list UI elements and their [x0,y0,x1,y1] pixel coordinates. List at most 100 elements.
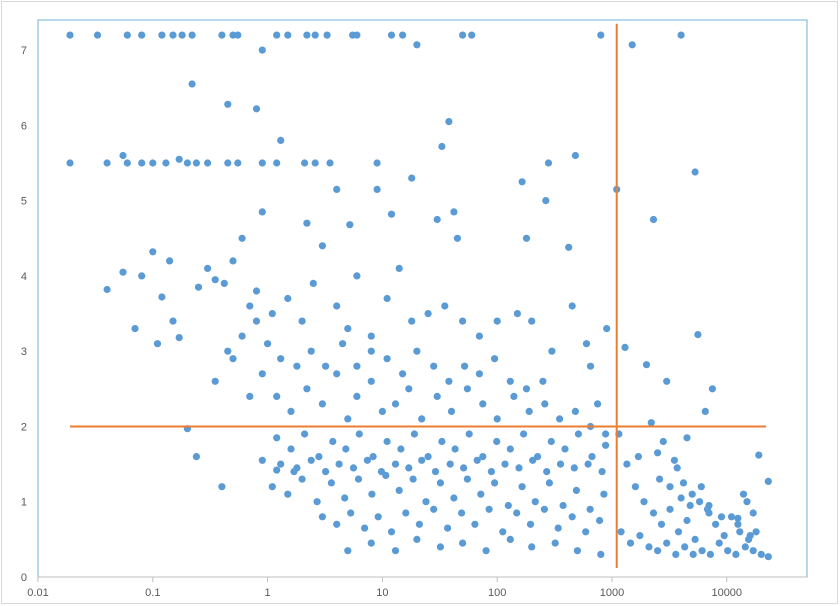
data-point [335,460,343,468]
data-point [743,498,751,506]
data-point [391,460,400,468]
data-point [531,498,539,506]
data-point [422,498,430,506]
data-point [333,185,341,193]
data-point [246,392,254,400]
data-point [313,498,321,506]
data-point [654,449,662,457]
data-point [413,41,421,49]
data-point [446,460,454,468]
data-point [712,520,720,528]
data-point [666,505,674,513]
data-point [724,547,732,555]
data-point [175,334,183,342]
data-point [399,31,407,39]
data-point [298,317,306,325]
data-point [367,377,375,385]
data-point [727,513,736,521]
data-point [318,400,326,408]
data-point [746,532,754,540]
data-point [683,516,691,525]
data-point [499,528,507,536]
data-point [479,400,487,408]
data-point [518,178,526,186]
data-point [287,407,295,415]
data-point [649,215,658,224]
data-point [229,257,237,265]
data-point [673,464,681,472]
data-point [621,343,629,351]
data-point [322,468,330,476]
data-point [119,268,127,276]
data-point [453,234,461,242]
data-point [628,41,636,49]
data-point [542,197,550,205]
data-point [520,430,528,438]
data-point [568,302,576,310]
data-point [518,483,526,491]
data-point [258,46,266,54]
data-point [525,407,533,415]
data-point [739,490,748,498]
data-point [522,385,531,393]
data-point [363,456,371,464]
data-point [433,215,441,224]
data-point [153,340,162,348]
data-point [418,456,426,464]
data-point [438,142,446,151]
data-point [298,475,306,483]
data-point [252,317,261,325]
data-point [326,159,334,167]
data-point [689,550,697,559]
data-point [493,415,501,423]
y-tick-label: 0 [21,572,27,584]
data-point [570,464,578,472]
data-point [573,547,582,555]
data-point [534,453,542,461]
data-point [354,475,363,483]
data-point [373,185,381,193]
data-point [749,547,757,555]
data-point [369,453,377,461]
data-point [598,468,606,476]
data-point [642,361,651,369]
data-point [640,498,648,506]
data-point [430,362,438,370]
data-point [277,460,285,468]
y-tick-label: 6 [21,120,27,132]
data-point [301,430,309,438]
data-point [342,445,350,453]
y-tick-label: 4 [21,271,27,283]
data-point [405,464,413,472]
data-point [540,505,549,513]
data-point [691,168,699,176]
data-point [303,31,311,39]
data-point [333,520,341,528]
data-point [561,445,569,453]
data-point [749,509,757,517]
data-point [736,528,744,536]
data-point [383,437,391,446]
data-point [204,159,212,167]
data-point [238,234,246,242]
data-point [734,514,742,522]
data-point [600,490,608,498]
data-point [234,31,242,39]
data-point [268,310,276,318]
data-point [149,159,157,167]
data-point [391,547,400,555]
data-point [344,415,352,423]
data-point [582,340,591,348]
data-point [597,550,605,559]
data-point [586,362,595,370]
data-point [188,80,196,88]
data-point [361,524,369,532]
data-point [123,159,131,167]
data-point [461,362,469,370]
data-point [544,159,553,167]
data-point [138,31,146,39]
data-point [547,437,555,446]
data-point [513,310,522,318]
data-point [387,210,396,218]
